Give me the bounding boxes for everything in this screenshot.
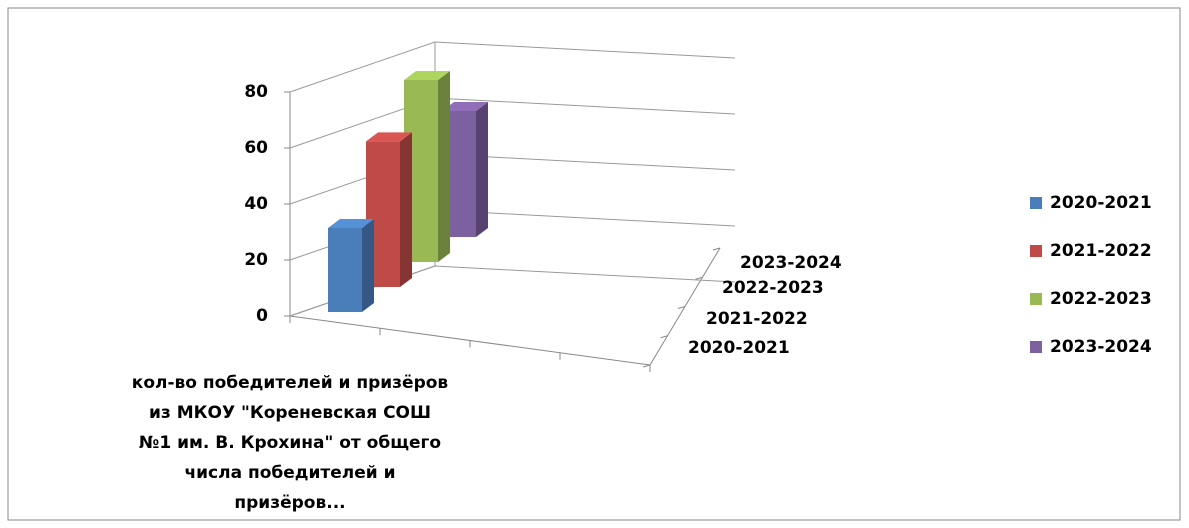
legend-label: 2020-2021 bbox=[1050, 193, 1152, 213]
y-tick-label: 80 bbox=[244, 82, 268, 102]
depth-tick-label: 2023-2024 bbox=[740, 253, 842, 273]
depth-tick-mark bbox=[642, 364, 651, 368]
depth-tick-mark bbox=[712, 247, 721, 251]
chart-frame bbox=[7, 7, 1181, 521]
depth-tick-mark bbox=[695, 276, 703, 280]
bar-side bbox=[362, 219, 374, 312]
y-tick-label: 20 bbox=[244, 250, 268, 270]
bar-side bbox=[400, 132, 412, 287]
legend-swatch bbox=[1030, 341, 1042, 353]
depth-tick-label: 2021-2022 bbox=[706, 309, 808, 329]
legend-swatch bbox=[1030, 245, 1042, 257]
depth-tick-mark bbox=[677, 306, 686, 309]
bar-side bbox=[438, 71, 450, 262]
y-tick-label: 60 bbox=[244, 138, 268, 158]
category-label: кол-во победителей и призёров из МКОУ "К… bbox=[131, 373, 449, 513]
bar-top bbox=[404, 71, 450, 80]
legend-label: 2021-2022 bbox=[1050, 241, 1152, 261]
depth-tick-label: 2020-2021 bbox=[688, 338, 790, 358]
legend-swatch bbox=[1030, 293, 1042, 305]
bar-top bbox=[366, 132, 412, 142]
legend-swatch bbox=[1030, 197, 1042, 209]
legend-label: 2023-2024 bbox=[1050, 337, 1152, 357]
bar-top bbox=[328, 219, 374, 228]
y-tick-label: 40 bbox=[244, 194, 268, 214]
bar bbox=[328, 228, 362, 312]
y-tick-label: 0 bbox=[256, 306, 268, 326]
depth-tick-label: 2022-2023 bbox=[722, 278, 824, 298]
bar-side bbox=[476, 102, 488, 237]
legend-label: 2022-2023 bbox=[1050, 289, 1152, 309]
depth-tick-mark bbox=[660, 335, 668, 339]
bar-top bbox=[442, 102, 488, 111]
